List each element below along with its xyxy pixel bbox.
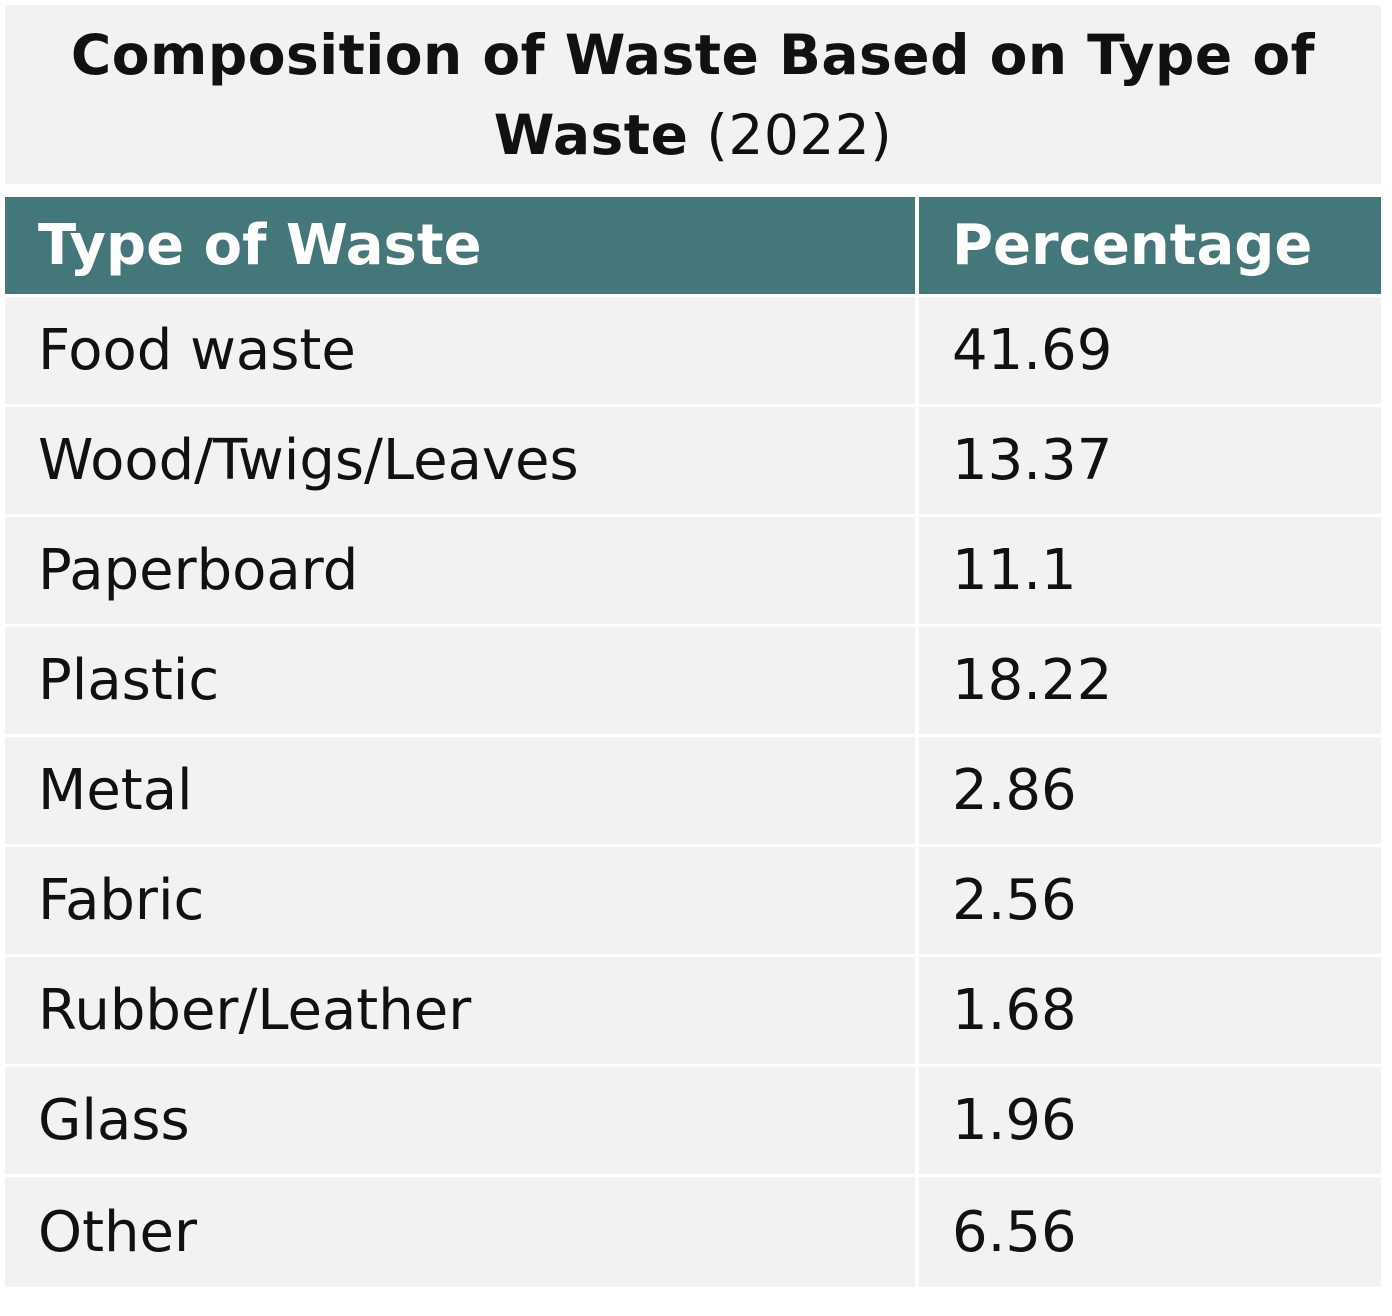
table-row: Rubber/Leather 1.68 <box>5 957 1381 1067</box>
percentage-cell: 18.22 <box>915 627 1381 737</box>
waste-type-cell: Fabric <box>5 847 915 957</box>
table-row: Other 6.56 <box>5 1177 1381 1287</box>
percentage-cell: 11.1 <box>915 517 1381 627</box>
chart-title: Composition of Waste Based on Type of Wa… <box>35 15 1351 175</box>
waste-type-cell: Glass <box>5 1067 915 1177</box>
percentage-cell: 2.86 <box>915 737 1381 847</box>
title-year: (2022) <box>706 102 893 167</box>
percentage-cell: 2.56 <box>915 847 1381 957</box>
column-header-percentage: Percentage <box>915 197 1381 297</box>
percentage-cell: 1.68 <box>915 957 1381 1067</box>
waste-type-cell: Food waste <box>5 297 915 407</box>
title-main: Composition of Waste Based on Type of Wa… <box>70 22 1316 167</box>
percentage-cell: 41.69 <box>915 297 1381 407</box>
table-row: Metal 2.86 <box>5 737 1381 847</box>
waste-type-cell: Other <box>5 1177 915 1287</box>
percentage-cell: 13.37 <box>915 407 1381 517</box>
table-row: Glass 1.96 <box>5 1067 1381 1177</box>
column-header-type: Type of Waste <box>5 197 915 297</box>
waste-type-cell: Plastic <box>5 627 915 737</box>
table-row: Paperboard 11.1 <box>5 517 1381 627</box>
table-row: Wood/Twigs/Leaves 13.37 <box>5 407 1381 517</box>
waste-type-cell: Wood/Twigs/Leaves <box>5 407 915 517</box>
table-row: Fabric 2.56 <box>5 847 1381 957</box>
table-row: Plastic 18.22 <box>5 627 1381 737</box>
header-row: Type of Waste Percentage <box>5 197 1381 297</box>
waste-type-cell: Rubber/Leather <box>5 957 915 1067</box>
percentage-cell: 6.56 <box>915 1177 1381 1287</box>
table-row: Food waste 41.69 <box>5 297 1381 407</box>
percentage-cell: 1.96 <box>915 1067 1381 1177</box>
waste-type-cell: Paperboard <box>5 517 915 627</box>
waste-composition-table: Type of Waste Percentage Food waste 41.6… <box>5 197 1381 1287</box>
waste-type-cell: Metal <box>5 737 915 847</box>
title-box: Composition of Waste Based on Type of Wa… <box>5 5 1381 184</box>
